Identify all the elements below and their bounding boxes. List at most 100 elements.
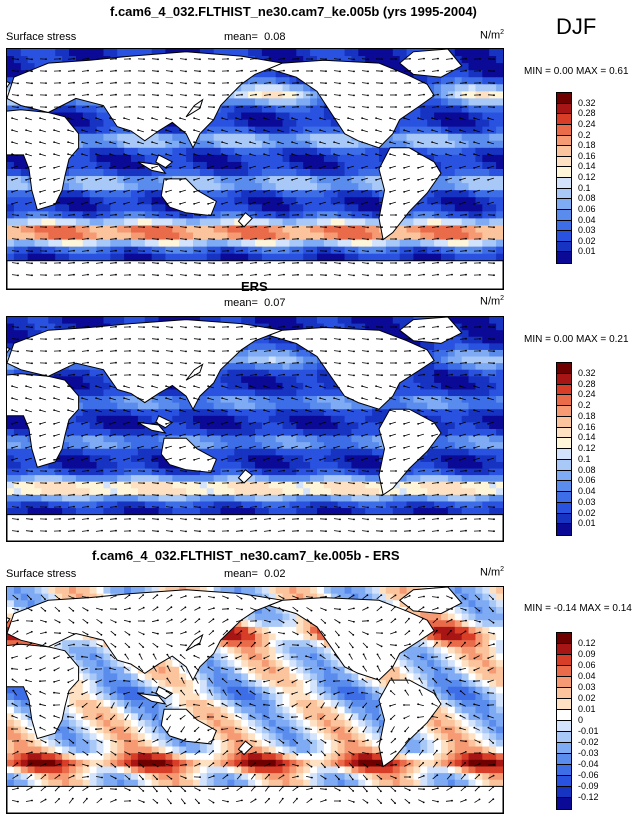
field-cell	[117, 239, 125, 248]
vector-head	[255, 81, 257, 84]
field-cell	[427, 415, 435, 424]
stress-vector	[109, 262, 117, 264]
field-cell	[82, 369, 91, 377]
field-cell	[496, 84, 503, 92]
field-cell	[454, 183, 463, 191]
vector-head	[381, 250, 383, 253]
stress-vector	[25, 117, 33, 121]
field-cell	[482, 211, 490, 220]
vector-head	[213, 274, 215, 277]
field-cell	[468, 246, 477, 255]
vector-head	[59, 250, 61, 252]
vector-head	[409, 225, 411, 228]
vector-head	[487, 117, 489, 119]
field-cell	[137, 246, 146, 255]
vector-head	[179, 117, 182, 119]
vector-head	[325, 262, 327, 265]
field-cell	[454, 225, 463, 234]
field-cell	[330, 402, 339, 410]
field-cell	[289, 190, 297, 198]
field-cell	[392, 133, 401, 142]
field-cell	[248, 49, 256, 57]
field-cell	[275, 246, 284, 255]
field-cell	[234, 49, 242, 57]
stress-vector	[361, 70, 369, 72]
stress-vector	[235, 214, 243, 216]
vector-head	[353, 274, 355, 277]
vector-head	[241, 249, 243, 252]
field-cell	[220, 133, 229, 142]
field-cell	[461, 389, 470, 397]
vector-head	[171, 214, 173, 217]
field-cell	[344, 140, 353, 149]
vector-head	[297, 81, 299, 84]
field-cell	[124, 204, 132, 212]
field-cell	[213, 253, 222, 262]
vector-head	[381, 226, 383, 229]
field-cell	[7, 343, 15, 351]
field-cell	[468, 112, 477, 121]
field-cell	[489, 246, 497, 255]
vector-head	[305, 191, 307, 193]
field-cell	[475, 140, 483, 149]
field-cell	[89, 382, 98, 391]
field-cell	[310, 369, 318, 377]
field-cell	[261, 176, 270, 184]
field-cell	[496, 70, 503, 78]
field-cell	[82, 49, 91, 57]
stress-vector	[81, 70, 89, 72]
field-cell	[282, 218, 291, 227]
stress-vector	[95, 165, 103, 169]
field-cell	[55, 225, 63, 234]
field-cell	[172, 232, 180, 241]
field-cell	[406, 382, 415, 391]
vector-head	[431, 167, 433, 169]
field-cell	[248, 98, 256, 107]
field-cell	[427, 98, 435, 107]
field-cell	[296, 190, 304, 198]
field-cell	[179, 409, 187, 417]
stress-vector	[207, 153, 215, 157]
stress-vector	[347, 201, 355, 205]
field-cell	[82, 126, 91, 135]
field-cell	[303, 409, 311, 417]
field-cell	[323, 49, 332, 57]
field-cell	[234, 409, 242, 417]
vector-head	[165, 153, 168, 155]
field-cell	[282, 239, 291, 248]
field-cell	[385, 56, 394, 64]
stress-vector	[25, 262, 33, 264]
field-cell	[365, 225, 373, 234]
vector-head	[101, 261, 103, 264]
vector-head	[193, 129, 196, 131]
field-cell	[220, 376, 229, 384]
vector-head	[277, 117, 279, 119]
stress-vector	[263, 94, 271, 96]
field-cell	[20, 225, 29, 234]
field-cell	[165, 133, 173, 142]
vector-head	[53, 117, 55, 119]
field-cell	[96, 402, 105, 410]
stress-vector	[109, 177, 117, 181]
stress-vector	[165, 226, 173, 228]
field-cell	[399, 389, 408, 397]
field-cell	[303, 225, 311, 234]
vector-head	[25, 141, 27, 143]
stress-vector	[25, 226, 33, 228]
field-cell	[241, 246, 249, 255]
field-cell	[158, 126, 167, 135]
vector-head	[445, 167, 447, 169]
field-cell	[427, 133, 435, 142]
vector-head	[311, 82, 313, 84]
field-cell	[96, 161, 105, 170]
field-cell	[310, 323, 318, 331]
stress-vector	[445, 189, 453, 193]
vector-head	[465, 273, 467, 276]
field-cell	[461, 154, 470, 163]
field-cell	[165, 239, 173, 248]
vector-head	[431, 129, 433, 131]
field-cell	[365, 154, 373, 163]
vector-head	[143, 58, 145, 60]
field-cell	[399, 396, 408, 404]
field-cell	[489, 169, 497, 177]
